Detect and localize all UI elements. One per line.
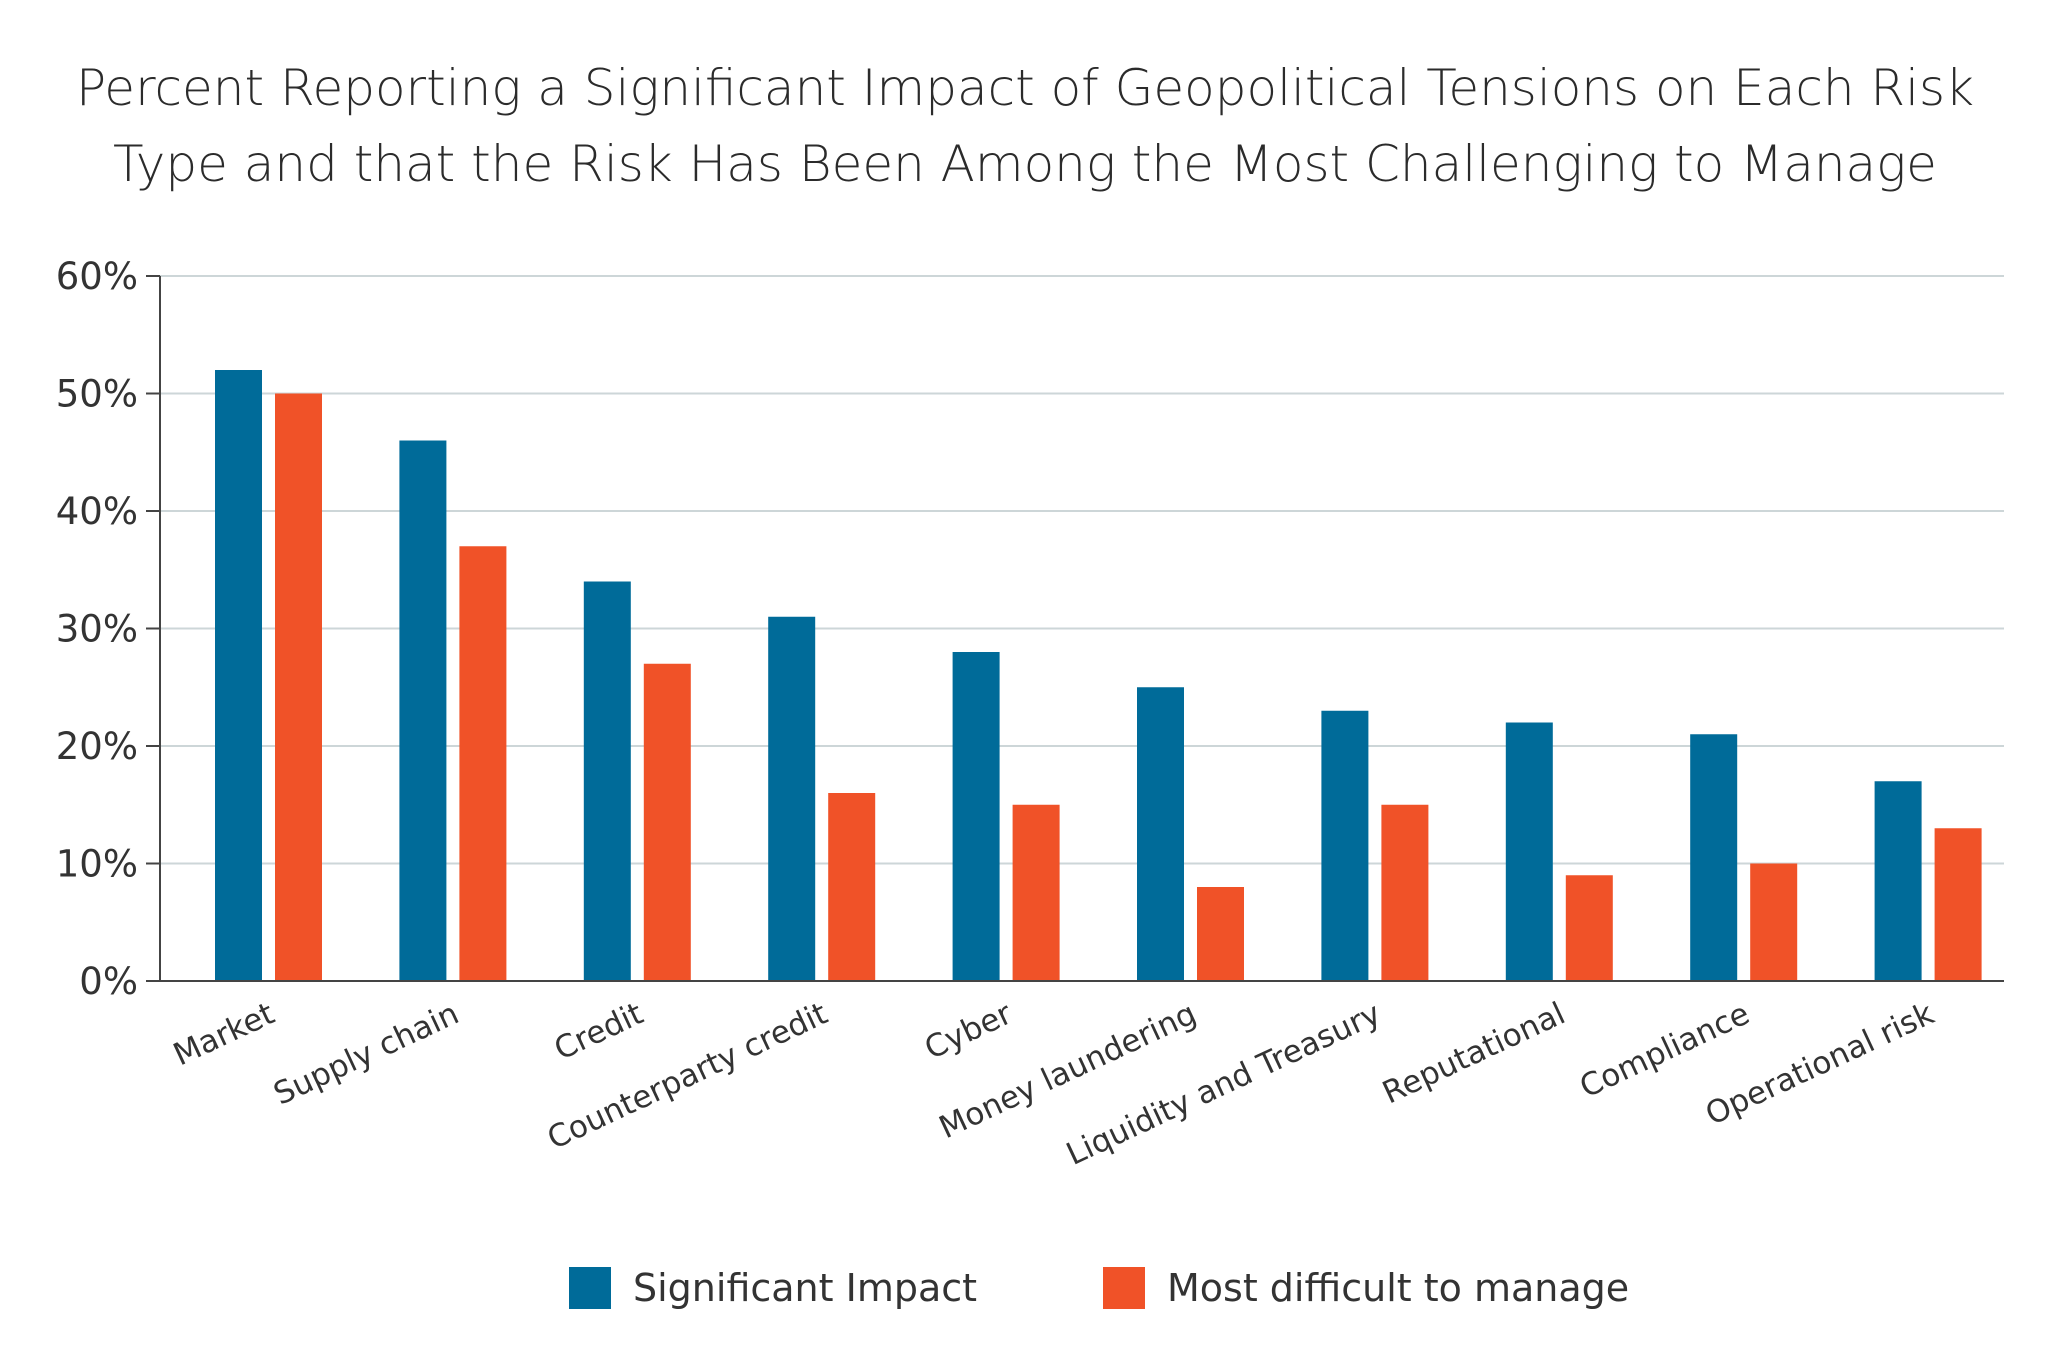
bar-most-difficult (1565, 875, 1613, 981)
bar-significant-impact (1137, 687, 1184, 981)
legend-label: Significant Impact (633, 1266, 978, 1310)
bar-significant-impact (1874, 781, 1922, 981)
bar-significant-impact (399, 440, 447, 981)
bar-significant-impact (952, 652, 1000, 981)
x-tick-label: Credit (549, 996, 649, 1068)
x-tick-label: Market (168, 996, 280, 1074)
chart-title: Percent Reporting a Significant Impact o… (0, 50, 2050, 202)
legend-swatch-most-difficult (1103, 1267, 1145, 1309)
bar-most-difficult (1012, 804, 1060, 981)
legend-label: Most difficult to manage (1167, 1266, 1630, 1310)
y-tick-label: 20% (56, 725, 138, 768)
bar-significant-impact (768, 616, 816, 981)
bar-significant-impact (215, 370, 262, 981)
bar-significant-impact (1690, 734, 1738, 981)
x-tick-label: Liquidity and Treasury (1061, 996, 1386, 1173)
bar-most-difficult (643, 663, 691, 981)
bar-most-difficult (828, 793, 876, 981)
bar-most-difficult (1197, 887, 1244, 981)
y-tick-label: 0% (79, 960, 138, 1003)
chart-title-line-2: Type and that the Risk Has Been Among th… (113, 135, 1937, 193)
x-tick-label: Reputational (1377, 996, 1570, 1112)
bar-significant-impact (1505, 722, 1553, 981)
y-tick-label: 30% (56, 608, 138, 651)
bar-significant-impact (1321, 710, 1369, 981)
legend-item-most-difficult: Most difficult to manage (1103, 1266, 1629, 1310)
bar-most-difficult (1750, 863, 1798, 981)
x-tick-label: Cyber (919, 996, 1017, 1067)
legend-item-significant-impact: Significant Impact (569, 1266, 977, 1310)
y-tick-label: 50% (56, 373, 138, 416)
bar-significant-impact (583, 581, 631, 981)
bar-most-difficult (1934, 828, 1982, 981)
chart-title-line-1: Percent Reporting a Significant Impact o… (75, 59, 1975, 117)
bar-most-difficult (275, 393, 322, 981)
legend-swatch-significant-impact (569, 1267, 611, 1309)
x-tick-label: Supply chain (268, 996, 464, 1113)
bar-most-difficult (459, 546, 507, 981)
bar-most-difficult (1381, 804, 1429, 981)
y-tick-label: 40% (56, 490, 138, 533)
y-tick-label: 10% (56, 843, 138, 886)
y-tick-label: 60% (56, 255, 138, 298)
